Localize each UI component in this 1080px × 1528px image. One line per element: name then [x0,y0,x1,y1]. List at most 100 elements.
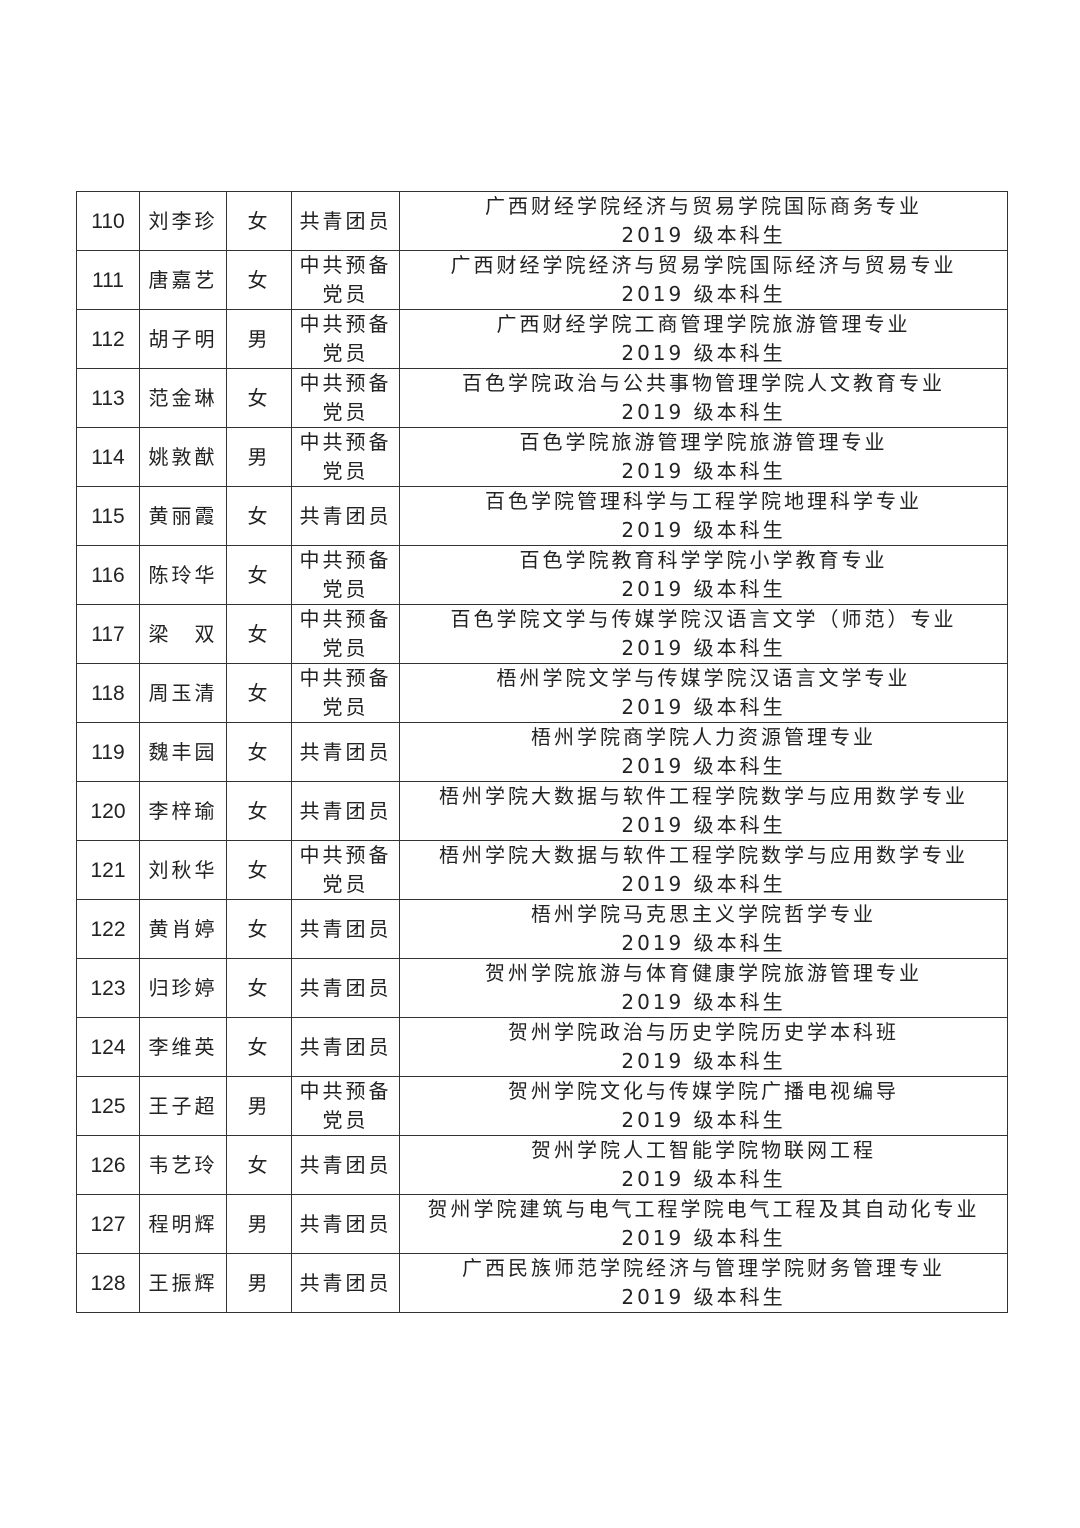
gender-cell: 女 [226,840,292,900]
gender-cell: 女 [226,368,292,428]
school-major: 梧州学院大数据与软件工程学院数学与应用数学专业 [439,784,968,808]
name-cell: 王振辉 [139,1253,227,1313]
political-status-cell: 共青团员 [291,1253,400,1313]
name-cell: 魏丰园 [139,722,227,782]
school-cell: 百色学院旅游管理学院旅游管理专业 2019 级本科生 [399,427,1008,487]
political-status-cell: 中共预备党员 [291,427,400,487]
number-cell: 120 [76,781,140,841]
table-row: 120 李梓瑜女共青团员 梧州学院大数据与软件工程学院数学与应用数学专业 2019 级… [76,781,1008,841]
grade: 2019 级本科生 [621,341,786,365]
gender-cell: 女 [226,250,292,310]
number-cell: 111 [76,250,140,310]
number-cell: 125 [76,1076,140,1136]
table-row: 123 归珍婷女共青团员 贺州学院旅游与体育健康学院旅游管理专业 2019 级本科生 [76,958,1008,1018]
gender-cell: 女 [226,486,292,546]
grade: 2019 级本科生 [621,1167,786,1191]
number-cell: 122 [76,899,140,959]
political-status: 中共预备党员 [299,843,392,896]
school-cell: 广西民族师范学院经济与管理学院财务管理专业 2019 级本科生 [399,1253,1008,1313]
school-major: 梧州学院商学院人力资源管理专业 [531,725,876,749]
table-row: 125 王子超男中共预备党员 贺州学院文化与传媒学院广播电视编导 2019 级本科生 [76,1076,1008,1136]
school-major: 贺州学院人工智能学院物联网工程 [531,1138,876,1162]
political-status: 中共预备党员 [299,312,392,365]
number-cell: 127 [76,1194,140,1254]
school-major: 广西民族师范学院经济与管理学院财务管理专业 [462,1256,945,1280]
table-row: 117 梁 双女中共预备党员 百色学院文学与传媒学院汉语言文学（师范）专业 2019 … [76,604,1008,664]
name-cell: 姚敦猷 [139,427,227,487]
political-status: 共青团员 [299,739,392,764]
number-cell: 114 [76,427,140,487]
number-cell: 124 [76,1017,140,1077]
number-cell: 118 [76,663,140,723]
political-status-cell: 中共预备党员 [291,663,400,723]
name-cell: 王子超 [139,1076,227,1136]
school-cell: 百色学院管理科学与工程学院地理科学专业 2019 级本科生 [399,486,1008,546]
political-status: 中共预备党员 [299,253,392,306]
political-status: 中共预备党员 [299,548,392,601]
gender-cell: 女 [226,663,292,723]
name-cell: 李梓瑜 [139,781,227,841]
school-cell: 梧州学院商学院人力资源管理专业 2019 级本科生 [399,722,1008,782]
school-cell: 贺州学院文化与传媒学院广播电视编导 2019 级本科生 [399,1076,1008,1136]
school-major: 贺州学院旅游与体育健康学院旅游管理专业 [485,961,922,985]
school-major: 贺州学院政治与历史学院历史学本科班 [508,1020,899,1044]
name-cell: 黄肖婷 [139,899,227,959]
name-cell: 刘秋华 [139,840,227,900]
school-major: 贺州学院文化与传媒学院广播电视编导 [508,1079,899,1103]
table-row: 112 胡子明男中共预备党员 广西财经学院工商管理学院旅游管理专业 2019 级本科生 [76,309,1008,369]
gender-cell: 女 [226,781,292,841]
political-status-cell: 中共预备党员 [291,309,400,369]
grade: 2019 级本科生 [621,813,786,837]
political-status-cell: 中共预备党员 [291,604,400,664]
gender-cell: 女 [226,1135,292,1195]
number-cell: 119 [76,722,140,782]
table-body: 110 刘李珍女共青团员 广西财经学院经济与贸易学院国际商务专业 2019 级本科生 1… [76,191,1008,1313]
name-cell: 胡子明 [139,309,227,369]
political-status: 共青团员 [299,798,392,823]
grade: 2019 级本科生 [621,518,786,542]
grade: 2019 级本科生 [621,872,786,896]
political-status: 中共预备党员 [299,430,392,483]
political-status: 中共预备党员 [299,666,392,719]
school-cell: 梧州学院大数据与软件工程学院数学与应用数学专业 2019 级本科生 [399,840,1008,900]
name-cell: 周玉清 [139,663,227,723]
gender-cell: 女 [226,722,292,782]
name-cell: 范金琳 [139,368,227,428]
table-row: 111 唐嘉艺女中共预备党员 广西财经学院经济与贸易学院国际经济与贸易专业 2019 … [76,250,1008,310]
political-status: 共青团员 [299,503,392,528]
table-row: 122 黄肖婷女共青团员 梧州学院马克思主义学院哲学专业 2019 级本科生 [76,899,1008,959]
school-cell: 贺州学院建筑与电气工程学院电气工程及其自动化专业 2019 级本科生 [399,1194,1008,1254]
name-cell: 归珍婷 [139,958,227,1018]
school-cell: 梧州学院大数据与软件工程学院数学与应用数学专业 2019 级本科生 [399,781,1008,841]
school-major: 梧州学院马克思主义学院哲学专业 [531,902,876,926]
school-cell: 百色学院文学与传媒学院汉语言文学（师范）专业 2019 级本科生 [399,604,1008,664]
table-row: 118 周玉清女中共预备党员 梧州学院文学与传媒学院汉语言文学专业 2019 级本科生 [76,663,1008,723]
political-status-cell: 中共预备党员 [291,368,400,428]
grade: 2019 级本科生 [621,931,786,955]
school-major: 梧州学院文学与传媒学院汉语言文学专业 [496,666,911,690]
gender-cell: 女 [226,958,292,1018]
gender-cell: 男 [226,1076,292,1136]
number-cell: 113 [76,368,140,428]
gender-cell: 女 [226,191,292,251]
grade: 2019 级本科生 [621,577,786,601]
name-cell: 刘李珍 [139,191,227,251]
grade: 2019 级本科生 [621,459,786,483]
grade: 2019 级本科生 [621,1285,786,1309]
number-cell: 123 [76,958,140,1018]
political-status-cell: 中共预备党员 [291,545,400,605]
table-row: 121 刘秋华女中共预备党员 梧州学院大数据与软件工程学院数学与应用数学专业 2019… [76,840,1008,900]
gender-cell: 男 [226,1194,292,1254]
gender-cell: 男 [226,309,292,369]
roster-table: 110 刘李珍女共青团员 广西财经学院经济与贸易学院国际商务专业 2019 级本科生 1… [76,191,1008,1313]
grade: 2019 级本科生 [621,1226,786,1250]
school-cell: 梧州学院马克思主义学院哲学专业 2019 级本科生 [399,899,1008,959]
number-cell: 126 [76,1135,140,1195]
name-cell: 李维英 [139,1017,227,1077]
number-cell: 121 [76,840,140,900]
school-cell: 百色学院政治与公共事物管理学院人文教育专业 2019 级本科生 [399,368,1008,428]
table-row: 127 程明辉男共青团员 贺州学院建筑与电气工程学院电气工程及其自动化专业 2019 … [76,1194,1008,1254]
political-status: 共青团员 [299,916,392,941]
grade: 2019 级本科生 [621,695,786,719]
